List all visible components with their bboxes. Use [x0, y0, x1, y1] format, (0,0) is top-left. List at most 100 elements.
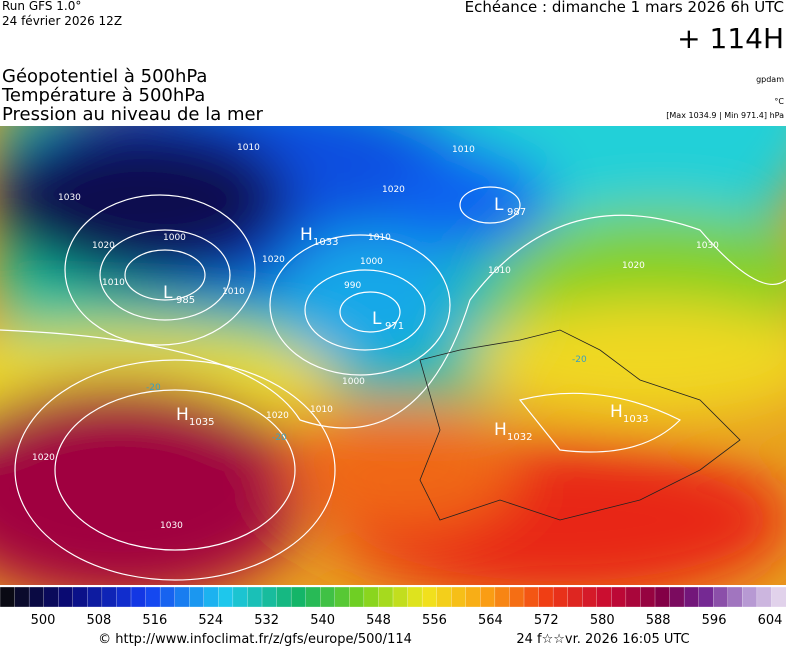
pressure-center-value: 1033: [623, 414, 648, 425]
colorbar-label: 580: [590, 613, 615, 628]
isobar-label: 1010: [368, 233, 391, 243]
isobar-label: 1000: [342, 377, 365, 387]
colorbar-swatch: [261, 586, 278, 608]
colorbar-label: 596: [702, 613, 727, 628]
colorbar-swatch: [218, 586, 234, 608]
colorbar-label: 524: [198, 613, 223, 628]
colorbar-swatch: [756, 586, 773, 608]
colorbar-swatch: [392, 586, 409, 608]
colorbar-swatch: [625, 586, 642, 608]
pressure-center-letter: L: [163, 283, 173, 303]
isobar-label: 1020: [92, 241, 115, 251]
isobar-label: 1030: [160, 521, 183, 531]
colorbar-swatch: [28, 586, 45, 608]
isobar-label: 1000: [360, 257, 383, 267]
colorbar-label: 604: [758, 613, 783, 628]
colorbar-swatch: [247, 586, 263, 608]
colorbar-swatch: [465, 586, 481, 608]
isobar-label: 1000: [163, 233, 186, 243]
colorbar-swatch: [130, 586, 147, 608]
pressure-center-letter: L: [494, 195, 504, 215]
temperature-label: -20: [272, 433, 287, 443]
isobar-label: 1010: [102, 278, 125, 288]
isobars: [0, 186, 786, 581]
colorbar-swatch: [509, 586, 525, 608]
colorbar-label: 516: [142, 613, 167, 628]
colorbar-swatch: [349, 586, 365, 608]
colorbar-swatch: [116, 586, 132, 608]
colorbar-label: 532: [254, 613, 279, 628]
colorbar-swatch: [669, 586, 685, 608]
unit: °C: [774, 97, 784, 106]
colorbar-swatch: [538, 586, 554, 608]
title: Pression au niveau de la mer: [2, 104, 264, 125]
colorbar-label: 588: [646, 613, 671, 628]
colorbar-swatch: [145, 586, 161, 608]
colorbar-swatch: [43, 586, 59, 608]
isobar-label: 990: [344, 281, 361, 291]
isobar-label: 1010: [452, 145, 475, 155]
pressure-center-letter: H: [176, 405, 189, 425]
colorbar-swatch: [363, 586, 380, 608]
source-url: © http://www.infoclimat.fr/z/gfs/europe/…: [98, 632, 412, 647]
temperature-label: -20: [572, 355, 587, 365]
isobar-label: 1010: [310, 405, 333, 415]
echeance: Echéance : dimanche 1 mars 2026 6h UTC: [465, 0, 784, 16]
colorbar-swatch: [320, 586, 336, 608]
unit: [Max 1034.9 | Min 971.4] hPa: [666, 111, 784, 120]
colorbar-swatch: [276, 586, 292, 608]
isobar-label: 1020: [266, 411, 289, 421]
isobar-label: 1010: [222, 287, 245, 297]
colorbar-swatch: [552, 586, 569, 608]
colorbar-swatch: [58, 586, 74, 608]
isobar-label: 1030: [696, 241, 719, 251]
colorbar-swatch: [87, 586, 103, 608]
pressure-center-value: 985: [176, 295, 195, 306]
isobar-label: 1030: [58, 193, 81, 203]
title: Température à 500hPa: [1, 85, 205, 106]
colorbar-swatch: [203, 586, 219, 608]
coastline: [419, 329, 741, 521]
colorbar-swatch: [640, 586, 656, 608]
pressure-center-value: 1035: [189, 417, 214, 428]
pressure-center-value: 1033: [313, 237, 338, 248]
colorbar-swatch: [567, 586, 583, 608]
colorbar-label: 500: [31, 613, 56, 628]
colorbar-swatch: [742, 586, 758, 608]
colorbar-label: 508: [87, 613, 112, 628]
colorbar-swatch: [771, 586, 786, 608]
colorbar-swatch: [421, 586, 438, 608]
run: Run GFS 1.0°: [2, 0, 81, 13]
pressure-center-value: 987: [507, 207, 526, 218]
pressure-center-letter: H: [494, 420, 507, 440]
colorbar-swatch: [159, 586, 176, 608]
colorbar-swatch: [713, 586, 729, 608]
colorbar: 500 508 516 524 532 540 548 556 564 572 580 588 596 6…: [0, 586, 786, 628]
colorbar-label: 556: [422, 613, 447, 628]
colorbar-label: 572: [534, 613, 559, 628]
colorbar-swatch: [494, 586, 511, 608]
colorbar-swatch: [451, 586, 467, 608]
unit: gpdam: [756, 75, 784, 84]
colorbar-swatch: [378, 586, 394, 608]
colorbar-swatch: [727, 586, 743, 608]
colorbar-swatch: [101, 586, 118, 608]
colorbar-swatch: [596, 586, 612, 608]
lead-time: + 114H: [677, 22, 784, 55]
colorbar-label: 548: [366, 613, 391, 628]
isobar-label: 1020: [262, 255, 285, 265]
isobar-label: 1020: [382, 185, 405, 195]
colorbar-swatch: [14, 586, 30, 608]
colorbar-swatch: [189, 586, 205, 608]
colorbar-swatch: [654, 586, 671, 608]
colorbar-swatch: [480, 586, 496, 608]
colorbar-label: 540: [310, 613, 335, 628]
temperature-label: -20: [146, 383, 161, 393]
pressure-center-letter: L: [372, 309, 382, 329]
colorbar-swatch: [305, 586, 321, 608]
colorbar-swatch: [290, 586, 307, 608]
title: Géopotentiel à 500hPa: [2, 66, 207, 87]
isobar-label: 1010: [237, 143, 260, 153]
